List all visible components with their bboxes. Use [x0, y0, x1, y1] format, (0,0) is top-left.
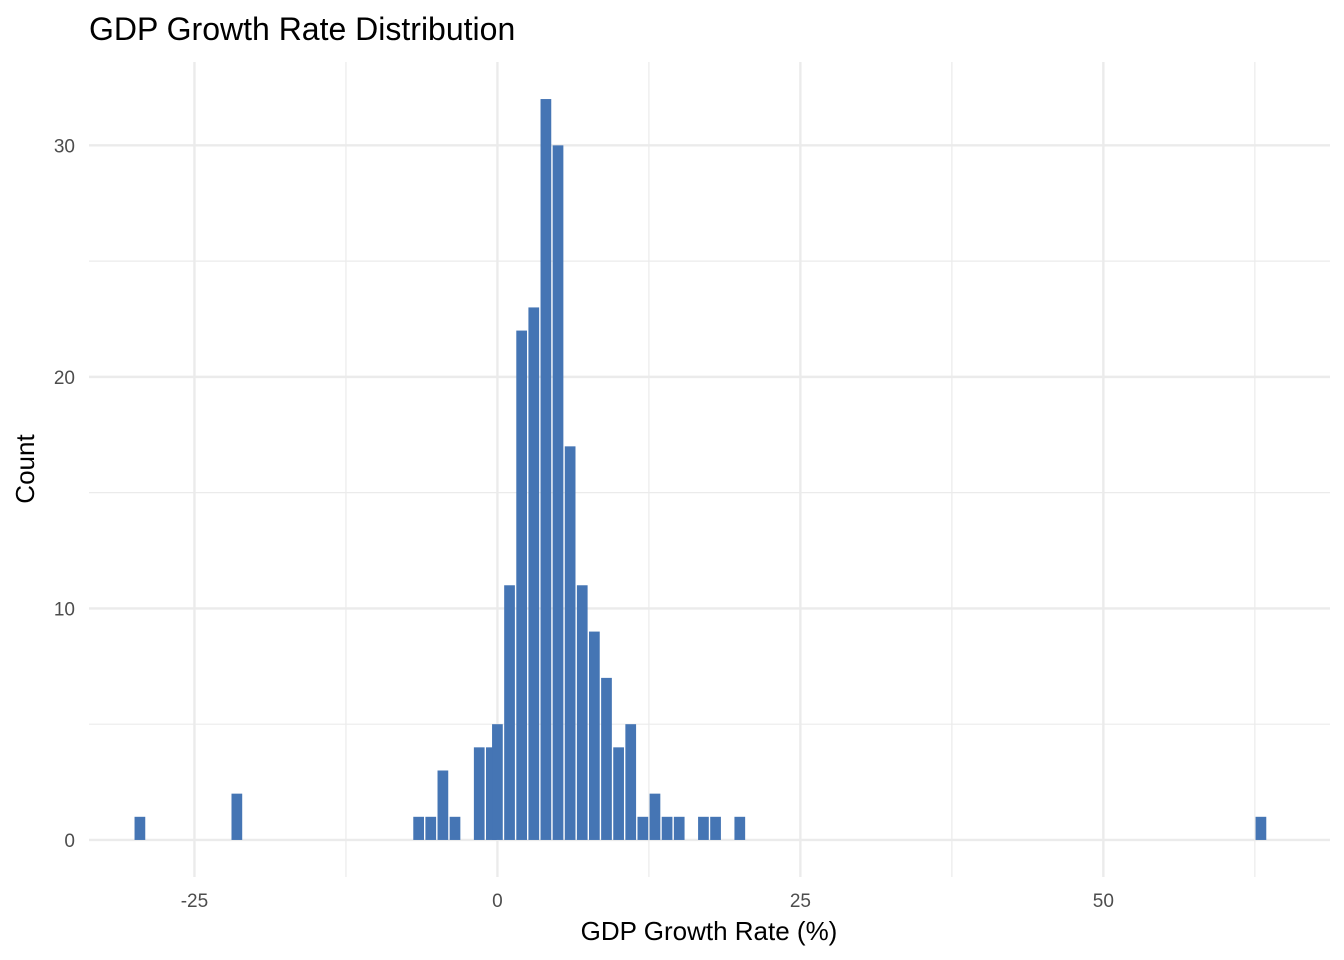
histogram-bar — [425, 816, 437, 840]
x-tick-label: 50 — [1093, 891, 1114, 912]
histogram-bar — [710, 816, 721, 840]
histogram-bar — [576, 585, 588, 840]
histogram-bar — [413, 816, 425, 840]
minor-gridlines — [89, 62, 1330, 877]
y-axis-title: Count — [10, 434, 40, 504]
histogram-bar — [437, 770, 449, 840]
histogram-bar — [492, 724, 503, 840]
histogram-bar — [552, 145, 564, 840]
histogram-bar — [613, 747, 624, 840]
histogram-bar — [449, 816, 461, 840]
histogram-bars — [134, 99, 1267, 840]
chart-title: GDP Growth Rate Distribution — [89, 11, 515, 47]
x-tick-label: 25 — [790, 891, 811, 912]
y-tick-label: 0 — [64, 831, 75, 852]
x-axis-tick-labels: -25 0 25 50 — [181, 891, 1114, 912]
histogram-bar — [540, 99, 552, 840]
histogram-bar — [637, 816, 649, 840]
histogram-bar — [1255, 816, 1267, 840]
x-axis-title: GDP Growth Rate (%) — [581, 916, 838, 946]
y-tick-label: 30 — [54, 136, 75, 157]
histogram-bar — [134, 816, 146, 840]
histogram-bar — [528, 307, 540, 840]
y-tick-label: 20 — [54, 368, 75, 389]
x-tick-label: 0 — [492, 891, 503, 912]
histogram-bar — [473, 747, 485, 840]
y-tick-label: 10 — [54, 599, 75, 620]
histogram-bar — [601, 677, 612, 840]
y-axis-tick-labels: 0 10 20 30 — [54, 136, 75, 852]
histogram-bar — [698, 816, 709, 840]
x-tick-label: -25 — [181, 891, 208, 912]
histogram-bar — [516, 330, 528, 840]
histogram-bar — [649, 793, 661, 840]
histogram-bar — [673, 816, 685, 840]
histogram-bar — [589, 631, 600, 840]
histogram-bar — [734, 816, 746, 840]
histogram-bar — [231, 793, 243, 840]
histogram-bar — [504, 585, 515, 840]
major-gridlines — [89, 62, 1330, 877]
histogram-bar — [485, 747, 497, 840]
histogram-bar — [564, 446, 576, 840]
histogram-bar — [661, 816, 673, 840]
histogram-bar — [625, 724, 637, 840]
